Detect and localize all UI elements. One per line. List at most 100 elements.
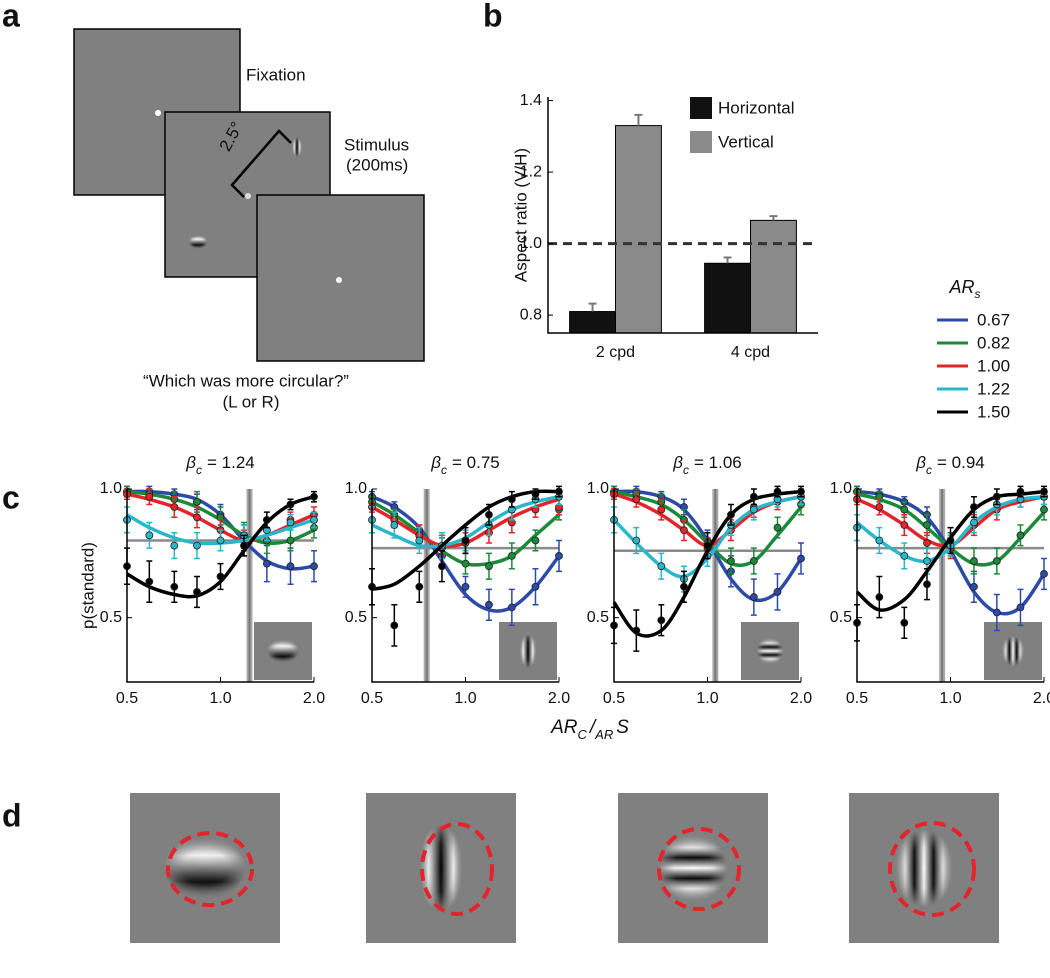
gabor-patch <box>756 637 784 665</box>
y-tick-label: 1.0 <box>830 480 852 497</box>
data-point <box>555 487 563 496</box>
x-tick-label: 2.0 <box>1033 690 1050 707</box>
axis <box>547 97 818 334</box>
data-point <box>438 562 446 571</box>
x-tick-label: 0.5 <box>846 690 868 707</box>
data-point <box>286 518 295 527</box>
data-point <box>170 503 179 511</box>
data-point <box>310 515 318 524</box>
data-point <box>262 559 271 568</box>
fixation-dot <box>245 193 251 199</box>
x-label-subscript: AR <box>594 727 613 742</box>
data-point <box>773 523 782 532</box>
data-point <box>657 505 666 514</box>
data-point <box>507 552 516 560</box>
y-tick-label: 1.2 <box>520 163 542 180</box>
y-tick-label: 0.5 <box>345 609 367 626</box>
legend-label: 1.50 <box>977 402 1010 421</box>
panel-label: d <box>2 797 22 833</box>
data-point <box>900 552 909 560</box>
x-tick-label: 2 cpd <box>596 344 635 361</box>
data-point <box>485 562 493 571</box>
data-point <box>1040 505 1048 514</box>
data-point <box>193 513 201 522</box>
legend-swatch <box>690 131 712 153</box>
data-point <box>923 557 931 565</box>
data-point <box>1016 487 1025 496</box>
title-value: = 0.75 <box>452 453 500 472</box>
data-point <box>240 541 248 550</box>
data-point <box>632 495 641 504</box>
gabor-patch <box>519 634 537 668</box>
data-point <box>507 603 516 612</box>
gabor-patch <box>267 638 299 664</box>
data-point <box>657 616 666 625</box>
legend-label: 0.67 <box>977 310 1010 329</box>
title-symbol: β <box>185 453 196 472</box>
y-axis-label: Aspect ratio (V/H) <box>511 148 530 282</box>
error-bar <box>723 256 732 264</box>
data-point <box>875 503 884 511</box>
y-tick-label: 1.4 <box>520 92 542 109</box>
data-point <box>773 588 782 596</box>
data-point <box>923 580 931 589</box>
data-point <box>946 536 955 545</box>
bar <box>704 262 751 334</box>
data-point <box>1016 531 1025 540</box>
x-label-subscript: C <box>577 727 587 742</box>
question: “Which was more circular?” <box>143 371 349 390</box>
data-point <box>923 521 931 529</box>
data-point <box>286 562 295 571</box>
data-point <box>923 539 931 547</box>
legend-title-text: AR <box>948 277 974 297</box>
data-point <box>992 557 1001 565</box>
title-value: = 0.94 <box>937 453 985 472</box>
data-point <box>900 618 909 627</box>
panel-label: a <box>2 0 20 33</box>
data-point <box>773 487 782 496</box>
y-tick-label: 0.8 <box>520 306 542 323</box>
data-point <box>1040 487 1048 496</box>
x-tick-label: 2.0 <box>790 690 812 707</box>
perceived-outline <box>166 831 254 907</box>
data-point <box>193 588 201 596</box>
data-point <box>875 536 884 545</box>
title-subscript: c <box>441 463 447 477</box>
legend-label: 1.22 <box>977 379 1010 398</box>
duration-label: (200ms) <box>346 155 408 174</box>
y-tick-label: 1.0 <box>345 480 367 497</box>
x-label-text: AR <box>550 717 578 738</box>
fit-curve <box>371 489 560 592</box>
title-subscript: c <box>926 463 932 477</box>
y-tick-label: 0.5 <box>587 609 609 626</box>
data-point <box>749 505 758 514</box>
y-tick-label: 1.0 <box>520 235 542 252</box>
title-subscript: c <box>683 463 689 477</box>
data-point <box>531 536 540 545</box>
x-tick-label: 1.0 <box>939 690 961 707</box>
eccentricity-bracket <box>230 129 292 198</box>
gabor-patch <box>291 137 303 157</box>
gabor-patch <box>1001 635 1025 667</box>
x-tick-label: 0.5 <box>116 690 138 707</box>
x-tick-label: 2.0 <box>548 690 570 707</box>
title-symbol: β <box>672 453 683 472</box>
data-point <box>970 518 978 527</box>
error-bar <box>588 302 597 312</box>
fixation-dot <box>155 110 161 116</box>
legend-title: ARs <box>948 277 980 301</box>
data-point <box>727 510 735 519</box>
data-point <box>390 521 399 529</box>
data-point <box>170 582 179 591</box>
data-point <box>415 536 424 545</box>
data-point <box>461 582 470 591</box>
data-point <box>262 515 271 524</box>
subplot-title: βc = 0.94 <box>915 453 984 477</box>
subplot-title: βc = 1.24 <box>185 453 254 477</box>
x-tick-label: 1.0 <box>454 690 476 707</box>
data-point <box>749 593 758 601</box>
fixation-dot <box>336 277 342 283</box>
panel-label: c <box>2 479 20 515</box>
data-point <box>970 557 978 565</box>
x-tick-label: 2.0 <box>303 690 325 707</box>
